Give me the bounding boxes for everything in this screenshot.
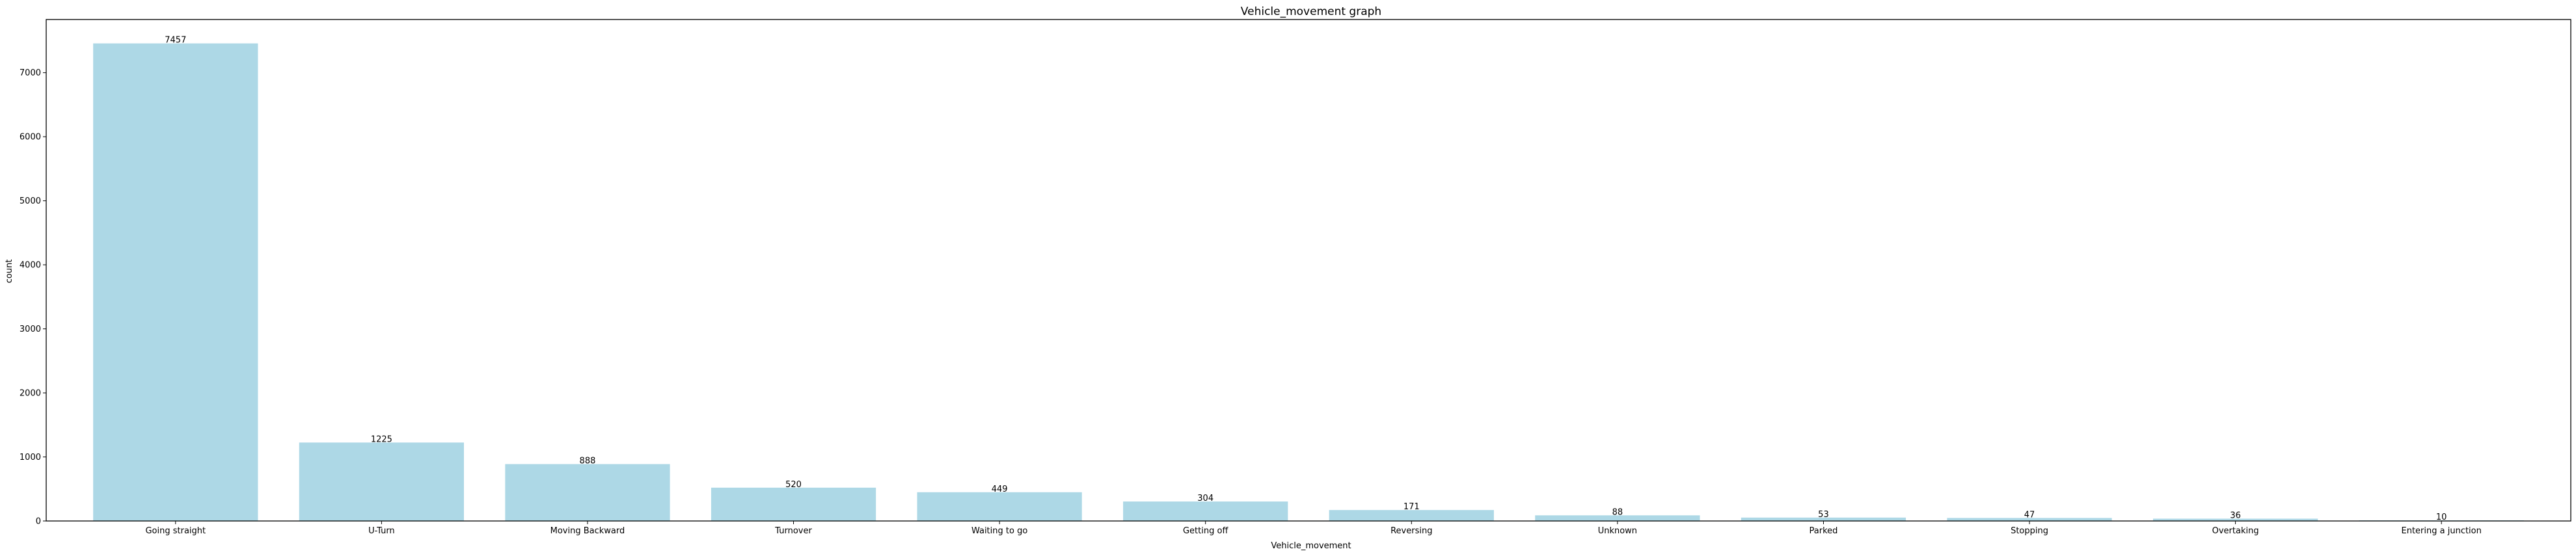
bar-value-labels: 7457 1225 888 520 449 304 171 88 53 47 36 10 bbox=[165, 36, 2447, 522]
x-tick-label: Entering a junction bbox=[2402, 526, 2482, 536]
bars-group bbox=[93, 43, 2524, 522]
x-tick-label: Parked bbox=[1810, 526, 1838, 536]
x-tick-label: Stopping bbox=[2011, 526, 2048, 536]
bar-value-label: 171 bbox=[1403, 502, 1420, 512]
bar bbox=[1741, 517, 1906, 521]
y-tick-label: 4000 bbox=[20, 261, 41, 271]
x-tick-label: Unknown bbox=[1598, 526, 1637, 536]
x-tick-label: Waiting to go bbox=[971, 526, 1027, 536]
bar bbox=[505, 464, 670, 521]
bar bbox=[2152, 518, 2318, 521]
x-tick-label: Moving Backward bbox=[550, 526, 625, 536]
bar bbox=[1329, 510, 1494, 521]
bar-value-label: 10 bbox=[2436, 513, 2447, 522]
y-tick-label: 7000 bbox=[20, 68, 41, 78]
x-tick-label: Reversing bbox=[1390, 526, 1432, 536]
y-tick-label: 1000 bbox=[20, 453, 41, 462]
bar bbox=[1947, 518, 2112, 521]
bar-value-label: 449 bbox=[992, 485, 1008, 494]
x-tick-label: Getting off bbox=[1183, 526, 1228, 536]
x-tick-label: Turnover bbox=[774, 526, 812, 536]
y-tick-label: 0 bbox=[36, 517, 41, 527]
x-tick-label: U-Turn bbox=[368, 526, 395, 536]
bar bbox=[93, 43, 258, 522]
bar-value-label: 47 bbox=[2024, 510, 2035, 520]
bar bbox=[1123, 501, 1288, 521]
y-tick-label: 5000 bbox=[20, 196, 41, 206]
bar-value-label: 304 bbox=[1197, 494, 1213, 503]
y-tick-label: 6000 bbox=[20, 133, 41, 142]
chart-title: Vehicle_movement graph bbox=[1241, 5, 1381, 18]
bar bbox=[917, 492, 1082, 521]
y-axis-label: count bbox=[5, 260, 14, 284]
bar bbox=[299, 442, 465, 521]
bar-value-label: 7457 bbox=[165, 36, 186, 46]
y-axis-ticks: 0 1000 2000 3000 4000 5000 6000 7000 bbox=[20, 68, 46, 527]
bar-value-label: 1225 bbox=[371, 434, 392, 444]
x-tick-label: Overtaking bbox=[2212, 526, 2259, 536]
bar-value-label: 53 bbox=[1818, 510, 1829, 520]
plot-frame bbox=[46, 19, 2571, 522]
bar bbox=[1535, 515, 1700, 521]
y-tick-label: 3000 bbox=[20, 325, 41, 334]
x-axis-ticks: Going straight U-Turn Moving Backward Turno… bbox=[145, 521, 2482, 536]
bar-value-label: 520 bbox=[785, 480, 802, 490]
x-axis-label: Vehicle_movement bbox=[1271, 541, 1351, 551]
bar-value-label: 888 bbox=[580, 457, 596, 466]
x-tick-label: Going straight bbox=[145, 526, 206, 536]
bar-value-label: 88 bbox=[1612, 507, 1623, 517]
bar-value-label: 36 bbox=[2230, 511, 2241, 520]
y-tick-label: 2000 bbox=[20, 389, 41, 399]
bar bbox=[711, 487, 876, 521]
